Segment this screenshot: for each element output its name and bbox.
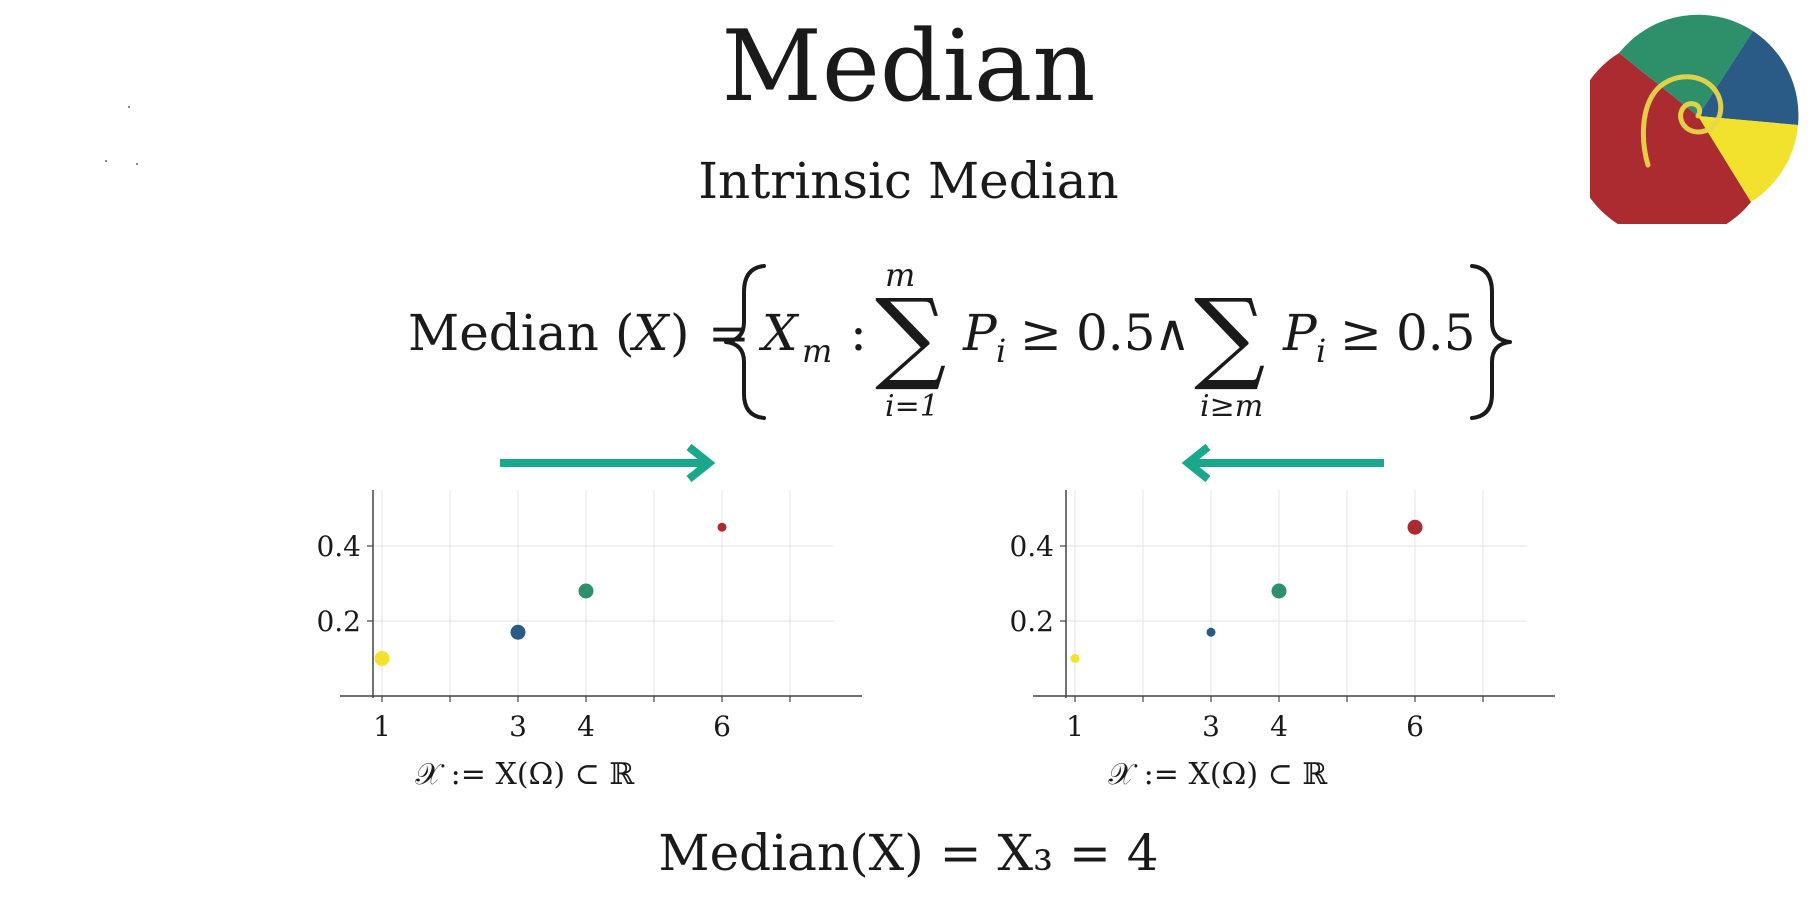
svg-text:m: m	[802, 332, 832, 370]
sum1-lower-limit: i=1	[885, 389, 939, 424]
svg-text::: :	[850, 304, 867, 362]
data-point	[1407, 519, 1423, 535]
median-result: Median(X) = X₃ = 4	[658, 824, 1159, 882]
scatter-chart-right: 1 3 4 6 0.2 0.4 𝒳 := X(Ω) ⊂ ℝ	[1009, 490, 1555, 792]
svg-text:0.5: 0.5	[1076, 304, 1156, 362]
x-tick-label: 3	[1202, 710, 1220, 743]
speck	[128, 106, 130, 108]
data-point	[1206, 627, 1216, 637]
x-tick-label: 3	[509, 710, 527, 743]
data-point	[1271, 583, 1287, 599]
x-tick-label: 6	[1406, 710, 1424, 743]
left-brace	[724, 264, 766, 420]
svg-text:(: (	[615, 304, 635, 362]
sum2-lower-limit: i≥m	[1200, 389, 1263, 424]
data-point	[717, 522, 727, 532]
slide-title: Median	[721, 10, 1096, 124]
formula-lhs-func: Median	[408, 304, 599, 362]
sum1-upper-limit: m	[885, 256, 915, 294]
svg-text:≥: ≥	[1020, 304, 1062, 362]
data-point	[578, 583, 594, 599]
y-tick-label: 0.4	[1009, 530, 1054, 563]
speck	[105, 160, 107, 162]
svg-text:i: i	[996, 332, 1006, 370]
arrow-right	[500, 443, 716, 483]
sum1-sigma: ∑	[875, 277, 946, 394]
y-tick-label: 0.4	[316, 530, 361, 563]
median-definition-formula: Median ( X ) = X m : m ∑ i=1 P i ≥ 0.5 ∧…	[408, 256, 1512, 424]
svg-text:i: i	[1316, 332, 1326, 370]
x-axis-label: 𝒳 := X(Ω) ⊂ ℝ	[1108, 757, 1328, 792]
right-brace	[1470, 264, 1512, 420]
formula-xm: X	[758, 304, 800, 362]
x-tick-label: 6	[713, 710, 731, 743]
svg-text:P: P	[962, 304, 998, 362]
y-tick-label: 0.2	[316, 605, 361, 638]
svg-text:): )	[670, 304, 690, 362]
scatter-chart-left: 1 3 4 6 0.2 0.4 𝒳 := X(Ω) ⊂ ℝ	[316, 490, 862, 792]
x-tick-label: 4	[1270, 710, 1288, 743]
arrow-left	[1181, 443, 1384, 483]
data-point	[510, 624, 526, 640]
svg-text:∧: ∧	[1154, 304, 1191, 362]
formula-lhs-arg: X	[629, 304, 671, 362]
logo	[1590, 14, 1799, 224]
x-tick-label: 1	[1066, 710, 1084, 743]
speck	[136, 163, 138, 165]
slide-subtitle: Intrinsic Median	[698, 152, 1119, 210]
data-point	[374, 651, 390, 666]
svg-text:≥: ≥	[1340, 304, 1382, 362]
x-axis-label: 𝒳 := X(Ω) ⊂ ℝ	[415, 757, 635, 792]
sum2-sigma: ∑	[1194, 277, 1265, 394]
x-tick-label: 4	[577, 710, 595, 743]
y-tick-label: 0.2	[1009, 605, 1054, 638]
data-point	[1070, 654, 1080, 663]
x-tick-label: 1	[373, 710, 391, 743]
svg-text:0.5: 0.5	[1396, 304, 1476, 362]
svg-text:P: P	[1282, 304, 1318, 362]
